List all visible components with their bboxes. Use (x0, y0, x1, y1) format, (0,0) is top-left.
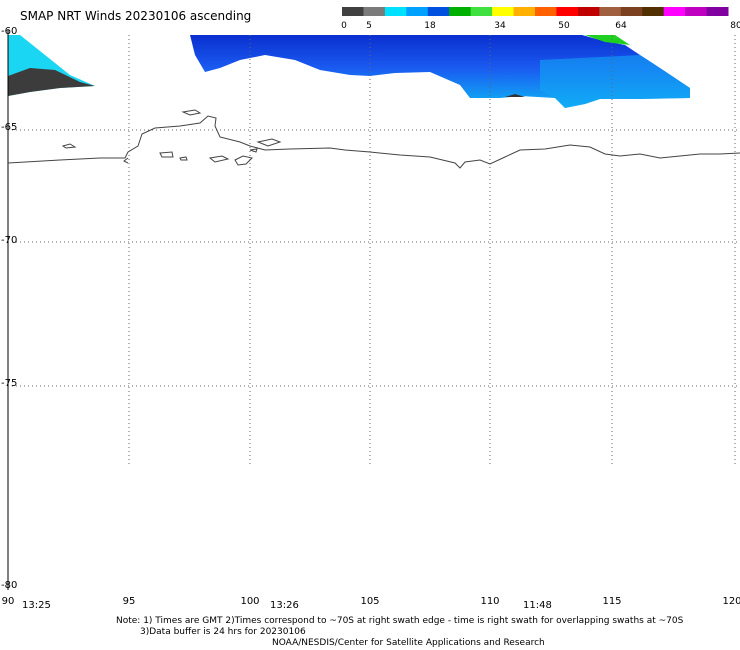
lon-label: 95 (122, 596, 136, 607)
lat-label: -70 (1, 235, 18, 246)
colorbar-tick-label: 64 (615, 21, 627, 31)
lat-label: -65 (1, 122, 18, 133)
colorbar-segment (492, 7, 515, 16)
colorbar-segment (556, 7, 579, 16)
lon-label: 105 (360, 596, 380, 607)
lat-label: -75 (1, 378, 18, 389)
colorbar-segment (470, 7, 493, 16)
wind-swath-green-patch (585, 35, 630, 45)
colorbar-tick-label: 80 (730, 21, 740, 31)
colorbar-segment (384, 7, 407, 16)
colorbar-segment (535, 7, 557, 16)
note-line-2: 3)Data buffer is 24 hrs for 20230106 (140, 627, 306, 637)
colorbar-segment (706, 7, 729, 16)
note-line-3: NOAA/NESDIS/Center for Satellite Applica… (272, 638, 545, 648)
colorbar-segment (642, 7, 665, 16)
lat-label: -60 (1, 26, 18, 37)
colorbar-tick-label: 50 (558, 21, 570, 31)
time-label: 11:48 (523, 600, 552, 611)
lon-label: 100 (240, 596, 260, 607)
time-label: 13:25 (22, 600, 51, 611)
lon-label: 115 (602, 596, 622, 607)
colorbar-segment (513, 7, 536, 16)
colorbar-segment (599, 7, 622, 16)
wind-swath-dark-patch (505, 94, 525, 97)
colorbar-segment (685, 7, 708, 16)
coastline (7, 109, 740, 169)
colorbar-tick-label: 34 (494, 21, 506, 31)
gridlines (8, 35, 740, 465)
lat-label: -80 (1, 580, 18, 591)
colorbar-segment (663, 7, 686, 16)
wind-swath-east-tint (540, 55, 690, 108)
colorbar-tick-label: 18 (424, 21, 436, 31)
colorbar-segment (363, 7, 386, 16)
lon-label: 110 (480, 596, 500, 607)
lon-label: 90 (1, 596, 15, 607)
map-title: SMAP NRT Winds 20230106 ascending (20, 9, 252, 23)
wind-swath-west-dark (8, 68, 95, 96)
colorbar-tick-label: 5 (366, 21, 372, 31)
colorbar-segment (449, 7, 472, 16)
colorbar-segment (620, 7, 643, 16)
colorbar-segment (427, 7, 450, 16)
colorbar (342, 7, 729, 16)
colorbar-segment (406, 7, 429, 16)
colorbar-tick-label: 0 (341, 21, 347, 31)
note-line-1: Note: 1) Times are GMT 2)Times correspon… (116, 616, 684, 626)
lon-label: 120 (722, 596, 740, 607)
time-label: 13:26 (270, 600, 299, 611)
colorbar-segment (577, 7, 600, 16)
colorbar-segment (342, 7, 364, 16)
